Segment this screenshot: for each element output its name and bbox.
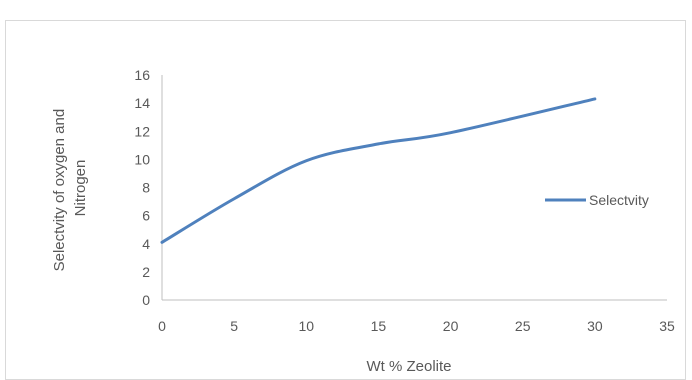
y-tick-label: 10 bbox=[134, 151, 150, 167]
y-tick-label: 2 bbox=[142, 264, 150, 280]
y-tick-label: 14 bbox=[134, 95, 150, 111]
x-tick-label: 5 bbox=[230, 318, 238, 334]
y-tick-label: 6 bbox=[142, 208, 150, 224]
x-tick-label: 30 bbox=[587, 318, 603, 334]
x-tick-label: 0 bbox=[158, 318, 166, 334]
y-axis-title-line-1: Selectvity of oxygen and bbox=[51, 109, 68, 272]
y-axis-title-line-2: Nitrogen bbox=[72, 160, 89, 217]
y-tick-label: 16 bbox=[134, 67, 150, 83]
x-tick-label: 10 bbox=[298, 318, 314, 334]
legend: Selectvity bbox=[545, 192, 649, 208]
legend-label-selectvity: Selectvity bbox=[589, 192, 649, 208]
series-group bbox=[160, 97, 597, 244]
y-tick-labels: 0 2 4 6 8 10 12 14 16 bbox=[134, 67, 150, 308]
x-tick-label: 35 bbox=[659, 318, 675, 334]
x-tick-label: 25 bbox=[515, 318, 531, 334]
x-tick-labels: 0 5 10 15 20 25 30 35 bbox=[158, 318, 675, 334]
y-tick-label: 4 bbox=[142, 236, 150, 252]
y-tick-label: 0 bbox=[142, 292, 150, 308]
series-line-selectvity bbox=[160, 97, 597, 244]
x-tick-label: 15 bbox=[371, 318, 387, 334]
x-axis-title: Wt % Zeolite bbox=[366, 358, 451, 375]
y-axis-title: Selectvity of oxygen and Nitrogen bbox=[51, 105, 89, 272]
y-tick-label: 12 bbox=[134, 123, 150, 139]
x-tick-label: 20 bbox=[443, 318, 459, 334]
y-tick-label: 8 bbox=[142, 180, 150, 196]
axes-group bbox=[161, 75, 667, 301]
